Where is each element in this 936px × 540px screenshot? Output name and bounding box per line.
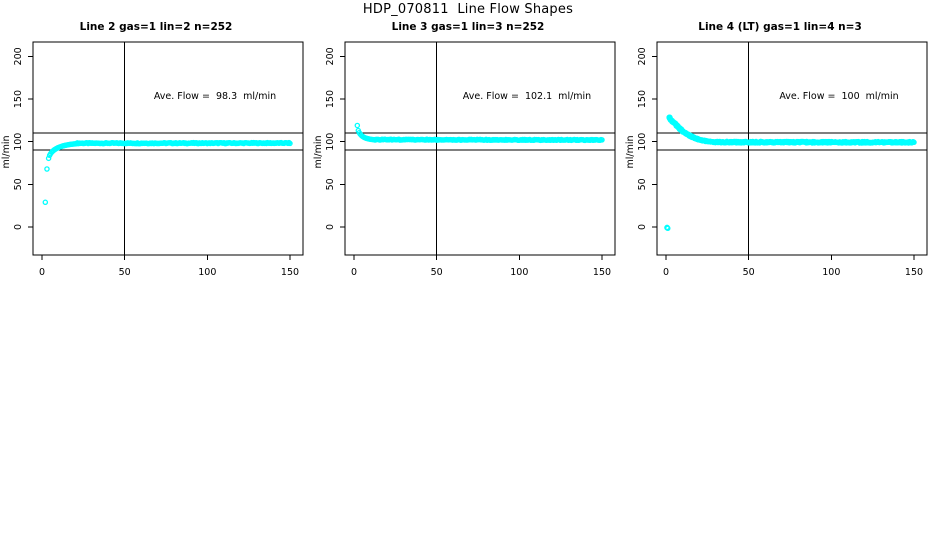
- svg-text:0: 0: [663, 267, 669, 278]
- chart-panel-line2: Line 2 gas=1 lin=2 n=252 0 50 100 150 0 50 100…: [0, 0, 312, 290]
- svg-text:100: 100: [198, 267, 216, 278]
- svg-text:50: 50: [431, 267, 443, 278]
- scatter-plot-line3: 0 50 100 150 0 50 100 150 200 ml/min: [313, 41, 616, 278]
- svg-text:0: 0: [13, 224, 24, 230]
- svg-text:150: 150: [13, 90, 24, 108]
- svg-text:50: 50: [119, 267, 131, 278]
- ave-flow-label: Ave. Flow = 98.3 ml/min: [153, 91, 277, 102]
- svg-text:150: 150: [905, 267, 923, 278]
- svg-text:100: 100: [325, 133, 336, 151]
- svg-text:200: 200: [325, 47, 336, 65]
- svg-text:50: 50: [13, 178, 24, 190]
- scatter-plot-line2: 0 50 100 150 0 50 100 150 200 ml/min: [1, 41, 304, 278]
- scatter-plot-line4: 0 50 100 150 0 50 100 150 200 ml/min: [625, 41, 928, 278]
- svg-text:150: 150: [281, 267, 299, 278]
- panel-title: Line 3 gas=1 lin=3 n=252: [391, 21, 545, 33]
- svg-text:150: 150: [637, 90, 648, 108]
- svg-text:50: 50: [325, 178, 336, 190]
- svg-text:100: 100: [510, 267, 528, 278]
- svg-text:100: 100: [13, 133, 24, 151]
- svg-text:50: 50: [743, 267, 755, 278]
- svg-text:ml/min: ml/min: [1, 135, 12, 168]
- figure-title: HDP_070811 Line Flow Shapes: [362, 2, 574, 17]
- svg-text:200: 200: [13, 47, 24, 65]
- svg-text:ml/min: ml/min: [625, 135, 636, 168]
- svg-text:200: 200: [637, 47, 648, 65]
- svg-text:ml/min: ml/min: [313, 135, 324, 168]
- svg-text:0: 0: [351, 267, 357, 278]
- svg-text:100: 100: [637, 133, 648, 151]
- svg-text:100: 100: [822, 267, 840, 278]
- chart-panel-line4: Line 4 (LT) gas=1 lin=4 n=3 0 50 100 150 0 50…: [624, 0, 936, 290]
- ave-flow-label: Ave. Flow = 102.1 ml/min: [462, 91, 592, 102]
- svg-text:150: 150: [593, 267, 611, 278]
- svg-text:50: 50: [637, 178, 648, 190]
- svg-text:0: 0: [39, 267, 45, 278]
- ave-flow-label: Ave. Flow = 100 ml/min: [779, 91, 899, 102]
- svg-text:0: 0: [637, 224, 648, 230]
- panel-title: Line 4 (LT) gas=1 lin=4 n=3: [698, 21, 862, 33]
- panel-title: Line 2 gas=1 lin=2 n=252: [79, 21, 233, 33]
- svg-text:150: 150: [325, 90, 336, 108]
- svg-text:0: 0: [325, 224, 336, 230]
- chart-panel-line3: Line 3 gas=1 lin=3 n=252 0 50 100 150 0 50 100…: [312, 0, 624, 290]
